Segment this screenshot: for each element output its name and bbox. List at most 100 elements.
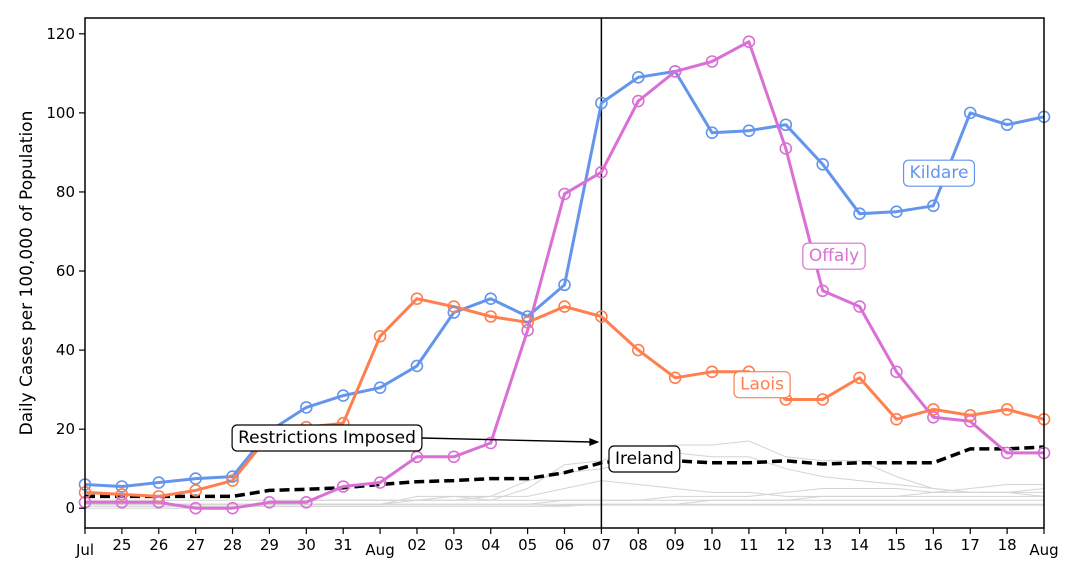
point-offaly-22 [890, 365, 903, 379]
point-laois-22 [890, 412, 903, 426]
point-laois-11 [484, 310, 498, 323]
x-tick-label-20: 13 [813, 536, 832, 554]
point-kildare-3 [189, 472, 202, 485]
point-kildare-24 [963, 106, 977, 120]
point-kildare-11 [484, 292, 498, 305]
point-offaly-8 [373, 476, 387, 489]
kildare-label: Kildare [910, 163, 969, 183]
point-kildare-1 [115, 480, 129, 493]
x-tick-label-15: 08 [629, 536, 648, 554]
laois-label: Laois [740, 375, 784, 395]
y-tick-label-120: 120 [46, 25, 75, 43]
y-tick-label-100: 100 [46, 104, 75, 122]
restrictions-arrow-head [589, 438, 600, 446]
point-offaly-16 [668, 65, 682, 78]
point-laois-25 [1000, 403, 1014, 416]
point-offaly-3 [189, 501, 202, 515]
point-offaly-21 [853, 300, 866, 313]
series-line-ireland [85, 445, 1045, 499]
point-kildare-25 [1000, 118, 1014, 132]
y-tick-label-80: 80 [56, 183, 75, 201]
series-lines [84, 40, 1045, 510]
x-tick-label-10: 03 [444, 536, 463, 554]
point-offaly-12 [521, 324, 534, 337]
point-kildare-22 [890, 205, 903, 219]
y-tick-label-20: 20 [56, 420, 75, 438]
x-tick-label-14: 07 [592, 536, 611, 554]
series-line-offaly [85, 40, 1044, 510]
point-offaly-1 [115, 496, 129, 509]
background-line-6 [85, 484, 1044, 505]
x-tick-label-19: 12 [776, 536, 795, 554]
x-tick-label-23: 16 [924, 536, 943, 554]
point-offaly-13 [558, 187, 571, 201]
point-offaly-15 [631, 94, 645, 108]
point-offaly-4 [226, 501, 239, 515]
point-laois-21 [853, 371, 866, 385]
ireland-label-box [608, 445, 681, 473]
x-tick-label-8: Aug [365, 541, 394, 559]
point-laois-13 [558, 300, 571, 313]
x-tick-label-21: 14 [850, 536, 869, 554]
x-tick-label-22: 15 [887, 536, 906, 554]
point-kildare-6 [300, 401, 313, 414]
point-laois-12 [521, 316, 534, 329]
series-markers [78, 35, 1051, 515]
point-offaly-14 [595, 165, 608, 179]
point-kildare-14 [595, 96, 608, 110]
point-laois-3 [189, 484, 202, 497]
x-tick-label-11: 04 [481, 536, 500, 554]
point-laois-8 [373, 329, 387, 343]
series-line-laois [84, 297, 1045, 498]
point-kildare-19 [779, 118, 793, 132]
point-kildare-23 [927, 199, 940, 213]
restrictions-label-box [231, 424, 423, 452]
x-tick-label-25: 18 [998, 536, 1017, 554]
point-laois-4 [226, 474, 239, 487]
x-tick-label-3: 27 [186, 536, 205, 554]
point-laois-1 [115, 488, 129, 501]
x-tick-label-4: 28 [223, 536, 242, 554]
y-tick-label-0: 0 [65, 499, 75, 517]
x-tick-label-13: 06 [555, 536, 574, 554]
x-tick-label-1: 25 [112, 536, 131, 554]
point-offaly-5 [263, 496, 276, 509]
point-offaly-23 [927, 411, 940, 424]
x-tick-label-2: 26 [149, 536, 168, 554]
point-kildare-17 [705, 126, 719, 139]
laois-label-box [733, 371, 791, 399]
x-tick-label-0: Jul [75, 541, 94, 559]
point-kildare-20 [816, 157, 829, 171]
point-offaly-7 [336, 480, 350, 493]
x-tick-label-17: 10 [702, 536, 721, 554]
point-offaly-24 [963, 414, 977, 428]
point-kildare-13 [558, 278, 571, 292]
point-laois-14 [595, 310, 608, 323]
offaly-label-box [802, 242, 866, 270]
y-tick-label-40: 40 [56, 341, 75, 359]
annotation-layer: Restrictions Imposed Ireland Kildare Off… [231, 159, 976, 473]
ireland-label: Ireland [615, 449, 674, 469]
y-axis-title: Daily Cases per 100,000 of Population [17, 111, 37, 436]
x-tick-label-6: 30 [297, 536, 316, 554]
point-kildare-4 [226, 470, 239, 483]
plot-frame [84, 17, 1045, 529]
point-laois-20 [816, 393, 829, 406]
x-tick-label-24: 17 [961, 536, 980, 554]
y-axis-ticks: 0 20 40 60 80 100 120 [46, 25, 85, 517]
point-kildare-7 [336, 389, 350, 402]
point-laois-2 [152, 490, 166, 503]
point-laois-17 [705, 365, 719, 379]
x-tick-label-26: Aug [1029, 541, 1058, 559]
point-laois-10 [447, 300, 461, 313]
y-tick-label-60: 60 [56, 262, 75, 280]
point-offaly-17 [705, 55, 719, 68]
restrictions-label: Restrictions Imposed [238, 428, 416, 448]
point-kildare-8 [373, 381, 387, 394]
x-tick-label-16: 09 [666, 536, 685, 554]
x-axis-ticks: Jul 25 26 27 28 29 30 31 Aug 02 03 04 05 06 07 08 09 10 11… [75, 528, 1059, 559]
point-offaly-2 [152, 496, 166, 509]
point-kildare-18 [742, 124, 756, 137]
point-offaly-19 [779, 142, 793, 155]
